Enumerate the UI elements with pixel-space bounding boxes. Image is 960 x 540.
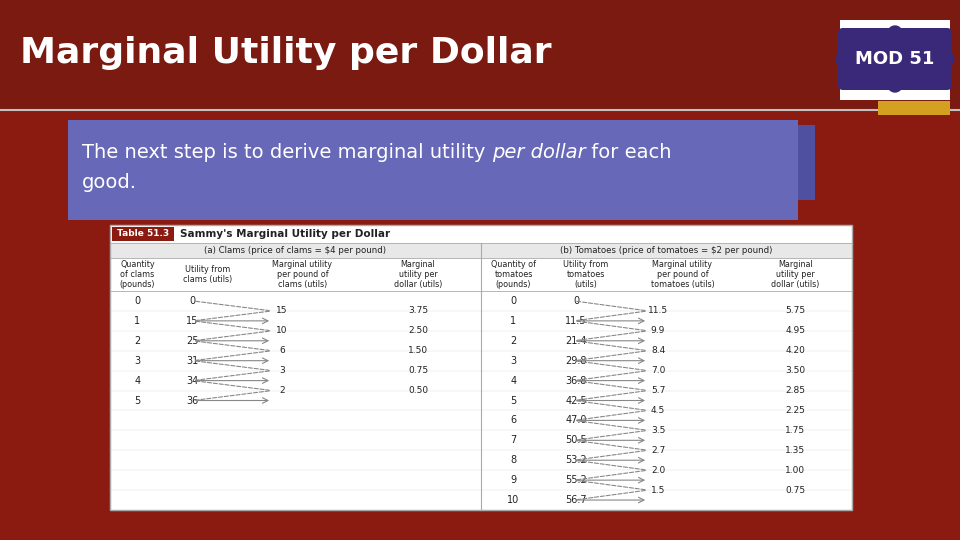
Text: 5: 5 [511, 395, 516, 406]
Text: (b) Tomatoes (price of tomatoes = $2 per pound): (b) Tomatoes (price of tomatoes = $2 per… [561, 246, 773, 255]
Text: 6: 6 [279, 346, 285, 355]
Text: 0: 0 [189, 296, 196, 306]
Text: 5.7: 5.7 [651, 386, 665, 395]
Text: for each: for each [586, 143, 672, 161]
Text: 0: 0 [134, 296, 140, 306]
FancyBboxPatch shape [110, 225, 852, 243]
Text: 6: 6 [511, 415, 516, 426]
Text: 7: 7 [511, 435, 516, 445]
Text: 9.9: 9.9 [651, 326, 665, 335]
Text: Marginal
utility per
dollar (utils): Marginal utility per dollar (utils) [394, 260, 443, 289]
Text: 4: 4 [134, 376, 140, 386]
Text: The next step is to derive marginal utility: The next step is to derive marginal util… [82, 143, 492, 161]
Text: 1.75: 1.75 [785, 426, 805, 435]
Circle shape [888, 78, 902, 92]
Text: 3: 3 [511, 356, 516, 366]
Text: 53.2: 53.2 [565, 455, 587, 465]
Text: 4.95: 4.95 [785, 326, 805, 335]
Text: good.: good. [82, 173, 137, 192]
Text: 3.75: 3.75 [408, 306, 428, 315]
Text: 4: 4 [511, 376, 516, 386]
Circle shape [836, 52, 850, 66]
Text: 1.00: 1.00 [785, 465, 805, 475]
Text: 2.7: 2.7 [651, 446, 665, 455]
Text: 3.5: 3.5 [651, 426, 665, 435]
Text: 1: 1 [511, 316, 516, 326]
Text: 5: 5 [134, 395, 140, 406]
Text: 9: 9 [511, 475, 516, 485]
Text: 4.5: 4.5 [651, 406, 665, 415]
FancyBboxPatch shape [878, 101, 950, 115]
Circle shape [940, 52, 954, 66]
Text: MOD 51: MOD 51 [855, 50, 935, 68]
Text: Sammy's Marginal Utility per Dollar: Sammy's Marginal Utility per Dollar [180, 229, 390, 239]
Text: Quantity
of clams
(pounds): Quantity of clams (pounds) [120, 260, 156, 289]
Text: 21.4: 21.4 [565, 336, 587, 346]
Text: 5.75: 5.75 [785, 306, 805, 315]
Text: 2.85: 2.85 [785, 386, 805, 395]
FancyBboxPatch shape [110, 243, 481, 258]
Text: 3: 3 [279, 366, 285, 375]
Text: 2.0: 2.0 [651, 465, 665, 475]
Text: (a) Clams (price of clams = $4 per pound): (a) Clams (price of clams = $4 per pound… [204, 246, 387, 255]
Text: Marginal Utility per Dollar: Marginal Utility per Dollar [20, 36, 552, 70]
FancyBboxPatch shape [175, 125, 815, 200]
Text: 2: 2 [134, 336, 140, 346]
Text: 2.25: 2.25 [785, 406, 805, 415]
Text: 55.2: 55.2 [565, 475, 587, 485]
Text: 11.5: 11.5 [565, 316, 587, 326]
Text: 15: 15 [276, 306, 288, 315]
Text: 0: 0 [511, 296, 516, 306]
Circle shape [888, 26, 902, 40]
Text: 42.5: 42.5 [565, 395, 587, 406]
Text: 0: 0 [573, 296, 579, 306]
Text: 1.35: 1.35 [785, 446, 805, 455]
Text: Marginal
utility per
dollar (utils): Marginal utility per dollar (utils) [771, 260, 820, 289]
FancyBboxPatch shape [68, 120, 798, 220]
Text: 2: 2 [511, 336, 516, 346]
Text: 15: 15 [186, 316, 199, 326]
Text: 7.0: 7.0 [651, 366, 665, 375]
Text: 47.0: 47.0 [565, 415, 587, 426]
FancyBboxPatch shape [112, 227, 174, 241]
Text: Marginal utility
per pound of
tomatoes (utils): Marginal utility per pound of tomatoes (… [651, 260, 714, 289]
Text: 2: 2 [279, 386, 285, 395]
Text: 1.5: 1.5 [651, 485, 665, 495]
Text: 36: 36 [186, 395, 199, 406]
Text: 0.50: 0.50 [408, 386, 428, 395]
Text: 3.50: 3.50 [785, 366, 805, 375]
Text: 1: 1 [134, 316, 140, 326]
Text: Table 51.3: Table 51.3 [117, 230, 169, 239]
Text: 4.20: 4.20 [785, 346, 805, 355]
Text: Marginal utility
per pound of
clams (utils): Marginal utility per pound of clams (uti… [273, 260, 332, 289]
Text: 31: 31 [186, 356, 199, 366]
FancyBboxPatch shape [110, 225, 852, 510]
Text: 34: 34 [186, 376, 199, 386]
FancyBboxPatch shape [840, 20, 950, 100]
Text: 25: 25 [186, 336, 199, 346]
Text: 1.50: 1.50 [408, 346, 428, 355]
FancyBboxPatch shape [0, 0, 960, 110]
Text: 50.5: 50.5 [565, 435, 587, 445]
Text: 3: 3 [134, 356, 140, 366]
Text: 0.75: 0.75 [785, 485, 805, 495]
FancyBboxPatch shape [481, 243, 852, 258]
Text: 8: 8 [511, 455, 516, 465]
Text: 10: 10 [276, 326, 288, 335]
Text: 2.50: 2.50 [408, 326, 428, 335]
Text: 8.4: 8.4 [651, 346, 665, 355]
Text: 0.75: 0.75 [408, 366, 428, 375]
Text: 56.7: 56.7 [565, 495, 587, 505]
Text: 10: 10 [508, 495, 519, 505]
Text: Quantity of
tomatoes
(pounds): Quantity of tomatoes (pounds) [491, 260, 536, 289]
Text: 36.8: 36.8 [565, 376, 587, 386]
FancyBboxPatch shape [838, 28, 952, 90]
Text: Utility from
clams (utils): Utility from clams (utils) [182, 265, 232, 284]
Text: Utility from
tomatoes
(utils): Utility from tomatoes (utils) [564, 260, 609, 289]
Text: per dollar: per dollar [492, 143, 586, 161]
Text: 29.8: 29.8 [565, 356, 587, 366]
Text: 11.5: 11.5 [648, 306, 668, 315]
